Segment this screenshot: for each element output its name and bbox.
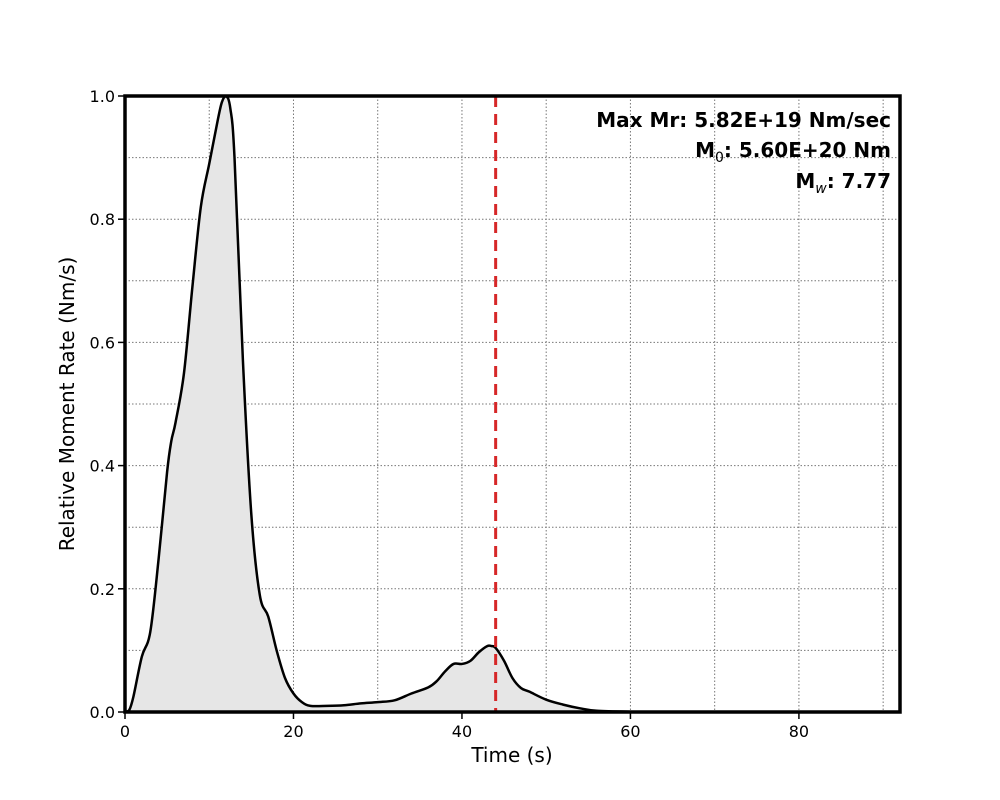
y-axis-label: Relative Moment Rate (Nm/s) [55, 257, 79, 552]
x-axis-label: Time (s) [470, 743, 552, 767]
moment-magnitude-label: Mw: 7.77 [795, 169, 891, 197]
max-moment-rate-label: Max Mr: 5.82E+19 Nm/sec [596, 108, 891, 132]
y-tick-label: 0.2 [90, 580, 115, 599]
y-tick-label: 1.0 [90, 87, 115, 106]
y-tick-label: 0.6 [90, 333, 115, 352]
axis-ticks: 0 20 40 60 80 0.0 0.2 0.4 0.6 0.8 1.0 [90, 87, 810, 741]
y-tick-label: 0.8 [90, 210, 115, 229]
x-tick-label: 0 [120, 722, 130, 741]
plot-frame [123, 94, 902, 714]
x-tick-label: 40 [452, 722, 472, 741]
seismic-moment-label: M0: 5.60E+20 Nm [695, 138, 891, 166]
y-tick-label: 0.4 [90, 457, 115, 476]
moment-rate-area [125, 96, 900, 712]
y-tick-label: 0.0 [90, 703, 115, 722]
moment-rate-line [124, 94, 900, 714]
x-tick-label: 20 [283, 722, 303, 741]
x-tick-label: 60 [620, 722, 640, 741]
x-tick-label: 80 [789, 722, 809, 741]
